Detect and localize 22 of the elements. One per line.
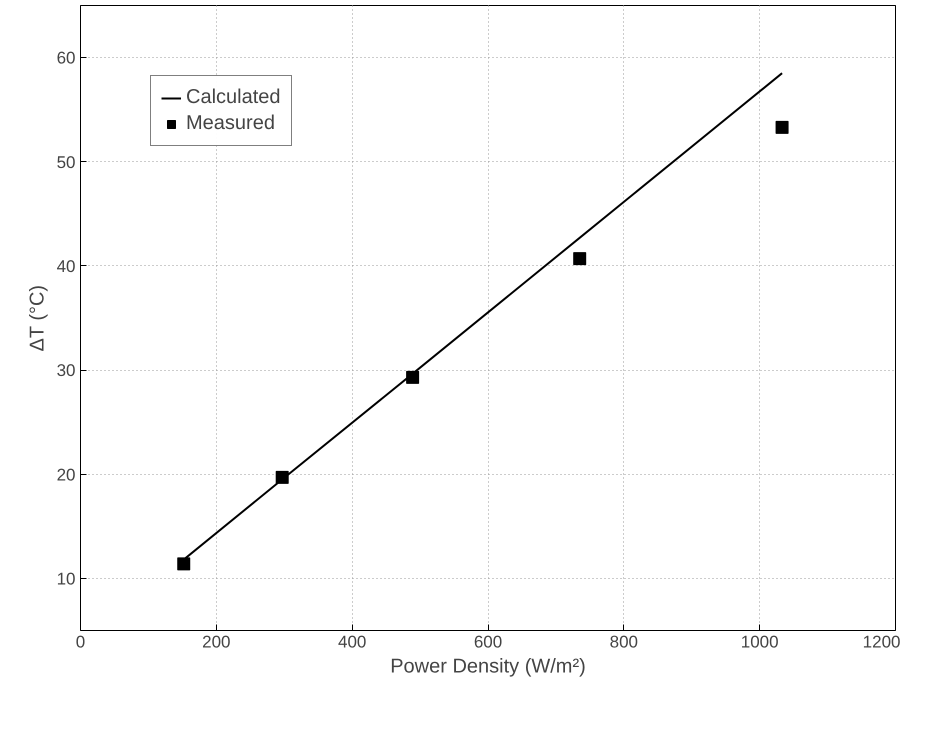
point [177, 557, 190, 570]
x-tick-label: 800 [610, 632, 638, 652]
y-axis-title: ΔT (°C) [26, 284, 49, 352]
x-tick-label: 1200 [862, 632, 901, 652]
x-axis-title: Power Density (W/m²) [390, 656, 586, 678]
x-tick-label: 600 [474, 632, 502, 652]
y-tick-label: 60 [56, 48, 76, 68]
legend-label: Calculated [186, 86, 281, 109]
y-tick-label: 20 [56, 465, 76, 484]
x-tick-label: 0 [76, 632, 86, 652]
x-tick-label: 200 [202, 632, 231, 652]
y-tick-label: 40 [56, 256, 76, 276]
y-tick-label: 50 [56, 152, 76, 172]
x-tick-label: 1000 [740, 632, 779, 652]
y-tick-label: 10 [56, 569, 76, 588]
x-tick-label: 400 [338, 632, 366, 652]
point [276, 470, 289, 484]
point [406, 370, 420, 384]
legend-label: Measured [186, 112, 275, 135]
point [573, 252, 586, 266]
y-tick-label: 30 [56, 361, 76, 380]
point [776, 120, 789, 134]
